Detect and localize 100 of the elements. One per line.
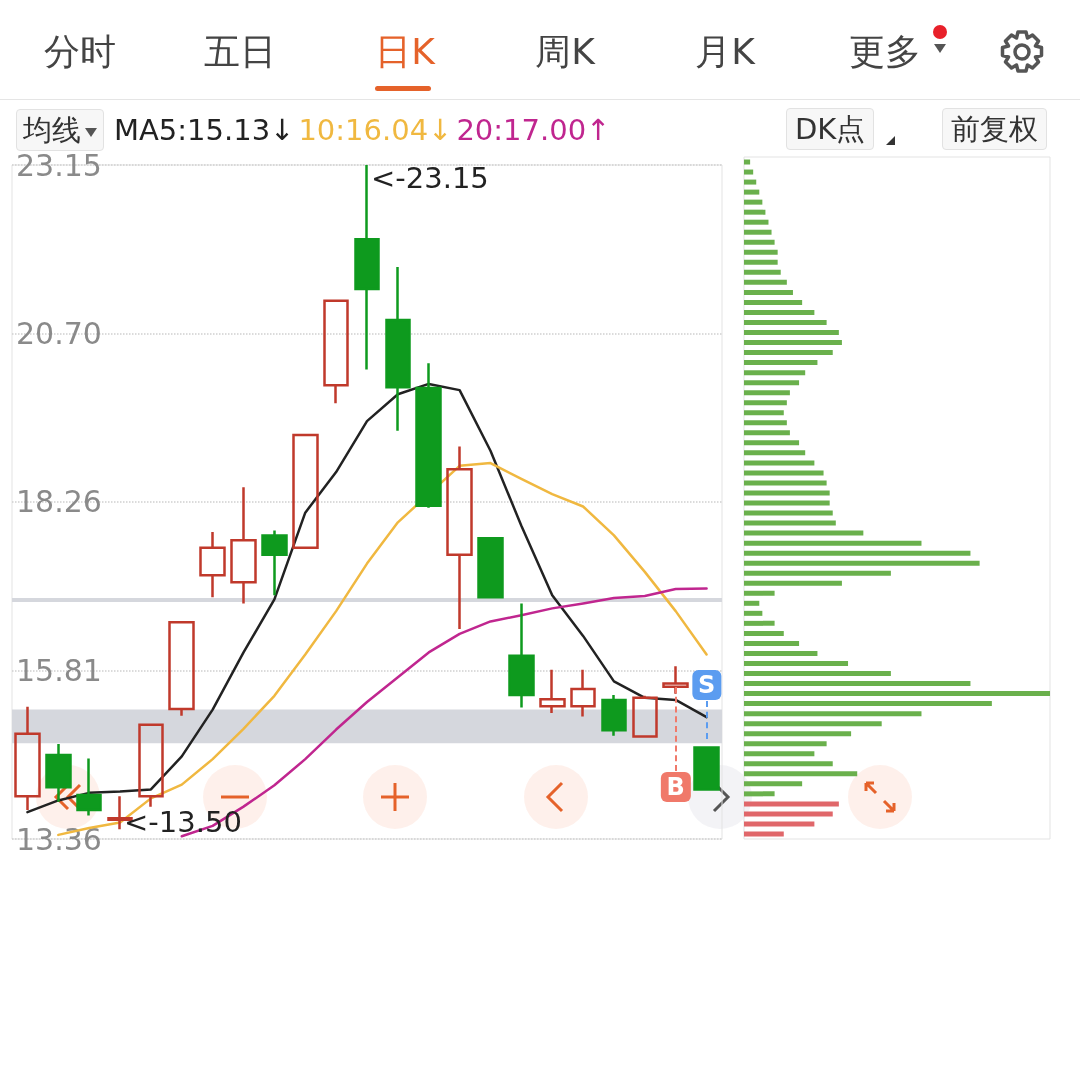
- bar: [744, 259, 778, 265]
- y-tick-label: 13.36: [16, 821, 102, 857]
- candlestick: [385, 265, 411, 432]
- text: MA5:15.13↓: [114, 113, 295, 147]
- bar: [744, 691, 1050, 697]
- bar: [744, 189, 760, 195]
- bar: [744, 711, 922, 717]
- bar: [744, 480, 827, 486]
- bar: [744, 640, 800, 646]
- candlestick: [415, 362, 442, 510]
- candlestick: [601, 693, 627, 737]
- bar: [744, 340, 842, 346]
- annotation: B: [660, 771, 691, 802]
- bar: [744, 299, 803, 305]
- y-tick-label: 18.26: [16, 484, 102, 520]
- bar: [744, 761, 833, 767]
- bar: [744, 811, 833, 817]
- y-tick-label: 23.15: [16, 147, 102, 183]
- bar: [744, 570, 891, 576]
- bar: [744, 179, 757, 185]
- bar: [744, 821, 815, 827]
- bar: [744, 350, 833, 356]
- bar: [744, 791, 775, 797]
- bar: [744, 681, 971, 687]
- bar: [744, 560, 980, 566]
- annotation: <-23.15: [371, 160, 489, 195]
- bar: [744, 450, 806, 456]
- bar: [744, 520, 836, 526]
- bar: [744, 741, 827, 747]
- text: 20:17.00↑: [456, 113, 611, 147]
- bar: [744, 540, 922, 546]
- bar: [744, 400, 787, 406]
- text: 均线: [23, 113, 81, 147]
- candlestick: [76, 757, 102, 817]
- text: 更多: [849, 30, 921, 74]
- candlestick: [168, 620, 195, 718]
- text: 10:16.04↓: [298, 113, 453, 147]
- candlestick: [292, 433, 319, 550]
- bar: [744, 470, 824, 476]
- candlestick: [199, 530, 226, 599]
- candlestick: [230, 485, 257, 605]
- bar: [744, 360, 818, 366]
- bar: [744, 590, 775, 596]
- bar: [744, 460, 815, 466]
- bar: [744, 660, 849, 666]
- bar: [744, 239, 775, 245]
- text: 月K: [695, 30, 755, 74]
- candlestick: [477, 536, 504, 599]
- bar: [744, 269, 781, 275]
- bar: [744, 580, 842, 586]
- bar: [744, 219, 769, 225]
- bar: [744, 630, 784, 636]
- bar: [744, 199, 763, 205]
- bar: [744, 380, 800, 386]
- bar: [744, 229, 772, 235]
- bar: [744, 610, 763, 616]
- y-tick-label: 15.81: [16, 652, 102, 688]
- bar: [744, 169, 754, 175]
- candlestick: [45, 742, 72, 804]
- text: 前复权: [942, 108, 1047, 150]
- text: DK点: [786, 108, 875, 150]
- candlestick: [138, 723, 164, 808]
- bar: [744, 701, 992, 707]
- candlestick: [14, 705, 41, 812]
- candlestick: [570, 668, 596, 718]
- bar: [744, 420, 787, 426]
- candlestick: [693, 746, 720, 791]
- bar: [744, 721, 882, 727]
- bar: [744, 801, 839, 807]
- bar: [744, 319, 827, 325]
- text: 日K: [375, 30, 435, 74]
- candlestick: [508, 602, 535, 709]
- bar: [744, 390, 790, 396]
- bar: [744, 771, 858, 777]
- bar: [744, 249, 778, 255]
- candlestick: [539, 668, 566, 715]
- bar: [744, 410, 784, 416]
- bar: [744, 510, 833, 516]
- text: 五日: [204, 30, 276, 74]
- bar: [744, 600, 760, 606]
- candlestick: [446, 445, 473, 631]
- bar: [744, 279, 787, 285]
- bar: [744, 831, 784, 837]
- bar: [744, 530, 864, 536]
- bar: [744, 620, 775, 626]
- candlestick: [323, 299, 349, 405]
- bar: [744, 781, 803, 787]
- bar: [744, 430, 790, 436]
- candlestick: [632, 694, 658, 738]
- annotation: S: [691, 670, 722, 701]
- bar: [744, 330, 839, 336]
- bar: [744, 671, 891, 677]
- bar: [744, 289, 793, 295]
- bar: [744, 751, 815, 757]
- bar: [744, 209, 766, 215]
- y-tick-label: 20.70: [16, 316, 102, 352]
- bar: [744, 731, 852, 737]
- text: 分时: [44, 30, 116, 74]
- candlestick: [261, 529, 288, 597]
- text: 周K: [535, 30, 595, 74]
